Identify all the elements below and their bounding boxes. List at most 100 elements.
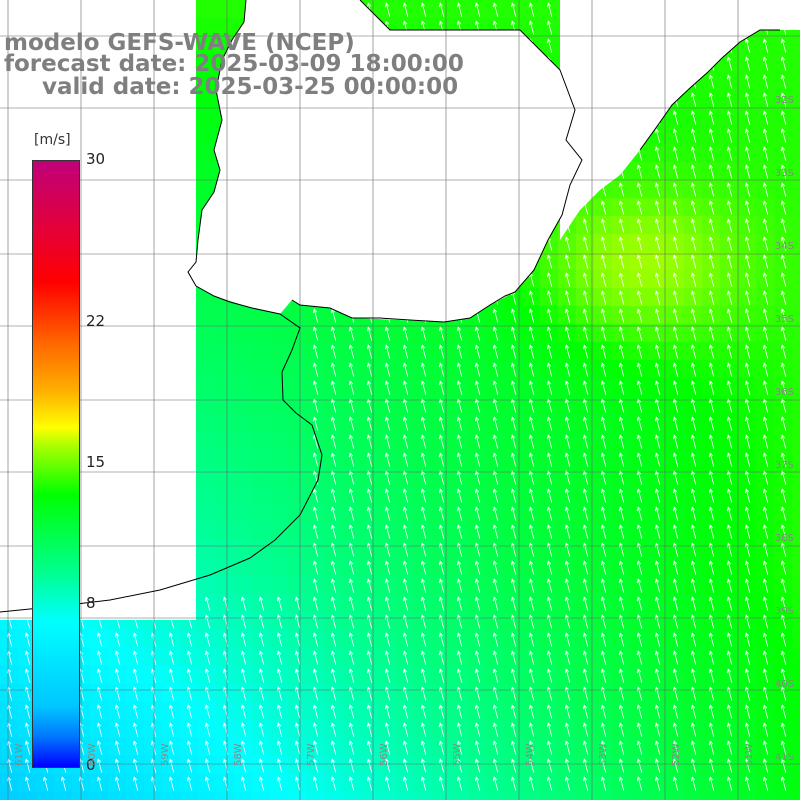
wind-arrow [762,92,769,107]
wind-arrow [510,326,517,341]
wind-speed-cell [198,18,216,36]
wind-speed-cell [414,432,432,450]
wind-arrow [204,758,211,773]
wind-arrow [438,722,445,737]
wind-arrow [510,776,517,791]
wind-speed-cell [360,702,378,720]
wind-arrow [672,416,679,431]
wind-arrow [366,740,373,755]
wind-speed-cell [522,540,540,558]
wind-speed-cell [738,486,756,504]
wind-arrow [348,758,355,773]
wind-speed-cell [576,504,594,522]
wind-arrow [672,776,679,791]
wind-speed-cell [90,774,108,792]
wind-arrow [258,632,265,647]
wind-speed-cell [216,540,234,558]
wind-speed-cell [126,648,144,666]
wind-arrow [654,254,661,269]
wind-speed-cell [774,324,792,342]
wind-arrow [438,758,445,773]
wind-arrow [276,668,283,683]
wind-speed-cell [702,702,720,720]
wind-arrow [600,776,607,791]
wind-arrow [600,380,607,395]
wind-speed-cell [720,576,738,594]
wind-speed-cell [198,126,216,144]
wind-arrow [420,776,427,791]
wind-arrow [600,236,607,251]
wind-arrow [618,596,625,611]
wind-speed-cell [432,468,450,486]
wind-speed-cell [252,396,270,414]
wind-speed-cell [324,702,342,720]
wind-speed-cell [288,486,306,504]
wind-speed-cell [468,324,486,342]
wind-arrow [294,776,301,791]
wind-speed-cell [576,306,594,324]
wind-arrow [510,704,517,719]
wind-arrow [618,272,625,287]
wind-speed-cell [756,162,774,180]
wind-arrow [294,740,301,755]
wind-arrow [384,776,391,791]
wind-speed-cell [378,342,396,360]
wind-arrow [528,722,535,737]
wind-speed-cell [270,522,288,540]
wind-speed-cell [540,378,558,396]
wind-speed-cell [666,666,684,684]
wind-arrow [330,398,337,413]
wind-arrow [474,398,481,413]
wind-arrow [654,182,661,197]
wind-arrow [690,632,697,647]
wind-arrow [708,740,715,755]
wind-arrow [690,560,697,575]
wind-arrow [708,398,715,413]
wind-speed-cell [468,396,486,414]
wind-arrow [402,560,409,575]
wind-speed-cell [522,288,540,306]
wind-speed-cell [18,630,36,648]
wind-speed-cell [288,792,306,800]
wind-speed-cell [324,540,342,558]
wind-speed-cell [306,558,324,576]
wind-arrow [636,344,643,359]
wind-speed-cell [108,720,126,738]
wind-arrow [672,488,679,503]
wind-arrow [312,704,319,719]
wind-speed-cell [0,630,18,648]
wind-speed-cell [702,108,720,126]
wind-speed-cell [504,450,522,468]
longitude-label: 57W [306,743,317,766]
wind-arrow [762,164,769,179]
wind-speed-cell [738,396,756,414]
wind-speed-cell [198,576,216,594]
wind-arrow [420,344,427,359]
wind-arrow [726,434,733,449]
wind-speed-cell [378,468,396,486]
wind-speed-cell [234,522,252,540]
wind-arrow [636,416,643,431]
wind-speed-cell [756,342,774,360]
wind-speed-cell [378,684,396,702]
wind-speed-cell [558,324,576,342]
wind-arrow [546,470,553,485]
wind-arrow [456,560,463,575]
wind-arrow [708,182,715,197]
wind-arrow [276,740,283,755]
wind-arrow [600,668,607,683]
wind-arrow [618,290,625,305]
wind-speed-cell [720,234,738,252]
wind-arrow [654,434,661,449]
wind-arrow [546,38,553,53]
wind-arrow [330,416,337,431]
wind-arrow [726,632,733,647]
wind-arrow [708,488,715,503]
wind-speed-cell [720,450,738,468]
wind-arrow [708,470,715,485]
wind-speed-cell [468,738,486,756]
wind-speed-cell [702,306,720,324]
wind-speed-cell [414,738,432,756]
wind-speed-cell [540,0,558,18]
wind-speed-cell [684,414,702,432]
